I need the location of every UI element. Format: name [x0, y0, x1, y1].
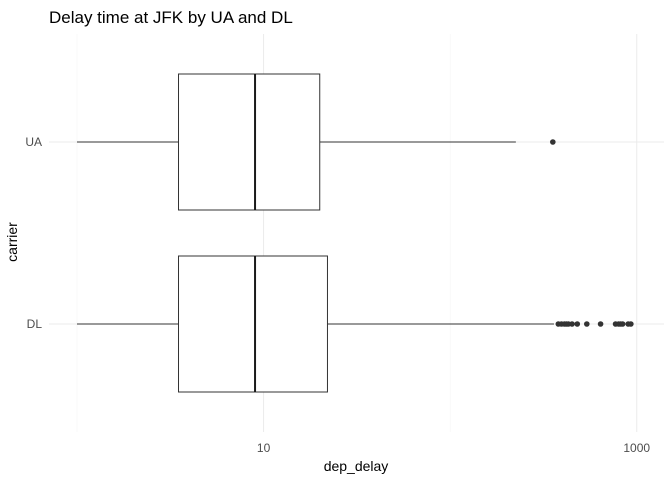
x-tick-labels: 10 1000 — [257, 441, 651, 455]
y-tick-labels: DL UA — [25, 135, 42, 331]
boxes — [77, 73, 634, 393]
x-tick-label: 1000 — [623, 441, 650, 455]
x-tick-label: 10 — [257, 441, 271, 455]
outlier-point — [550, 139, 556, 145]
box-dl — [77, 255, 634, 393]
y-axis-title: carrier — [4, 222, 20, 262]
box-iqr — [178, 73, 321, 211]
outlier-point — [619, 321, 626, 327]
outlier-point — [569, 321, 575, 327]
chart-title: Delay time at JFK by UA and DL — [49, 8, 293, 27]
y-tick-label: UA — [25, 135, 42, 149]
grid-lines — [49, 34, 664, 432]
outlier-point — [584, 321, 590, 327]
outlier-point — [597, 321, 604, 327]
box-ua — [77, 73, 556, 211]
outlier-point — [628, 321, 634, 327]
box-iqr — [178, 255, 328, 393]
x-axis-title: dep_delay — [324, 458, 389, 474]
y-tick-label: DL — [27, 317, 43, 331]
outlier-point — [574, 321, 581, 327]
